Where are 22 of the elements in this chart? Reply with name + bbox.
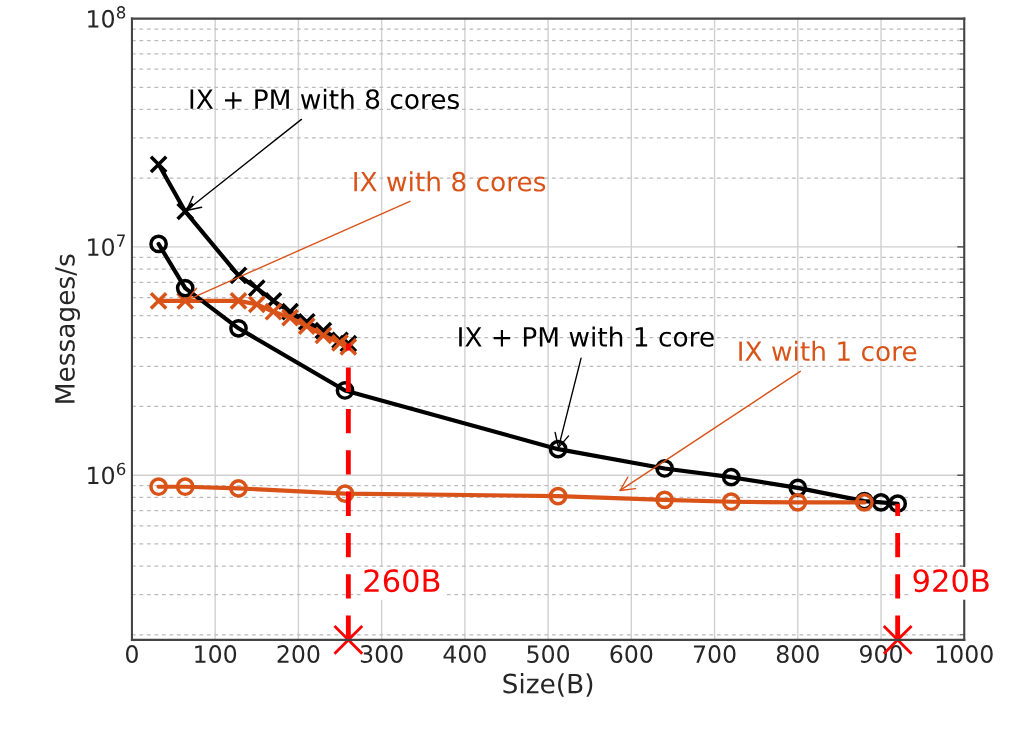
x-tick-label: 600 [610,645,653,663]
y-axis-title: Messages/s [55,254,80,403]
x-tick-label: 800 [776,645,819,663]
x-tick-label: 1000 [936,645,993,663]
x-tick-label: 200 [277,645,320,663]
annotation: IX with 1 core [739,340,917,362]
x-tick-label: 700 [693,645,736,663]
y-tick-label: 10$^{8}$ [88,6,126,28]
annotation: IX with 8 cores [354,171,546,192]
ref-line-label: 260B [364,569,440,593]
x-tick-label: 0 [126,645,138,663]
annotation: IX + PM with 8 cores [190,88,459,110]
x-tick-label: 900 [859,645,902,663]
y-tick-label: 10$^{7}$ [88,234,125,257]
x-tick-label: 300 [360,645,403,663]
x-tick-label: 100 [195,645,237,663]
ref-line-label: 920B [913,569,989,593]
x-tick-label: 500 [527,645,570,663]
x-axis-title: Size(B) [503,673,593,697]
x-tick-label: 400 [443,645,486,663]
y-tick-label: 10$^{6}$ [88,462,126,485]
annotation: IX + PM with 1 core [459,326,714,347]
